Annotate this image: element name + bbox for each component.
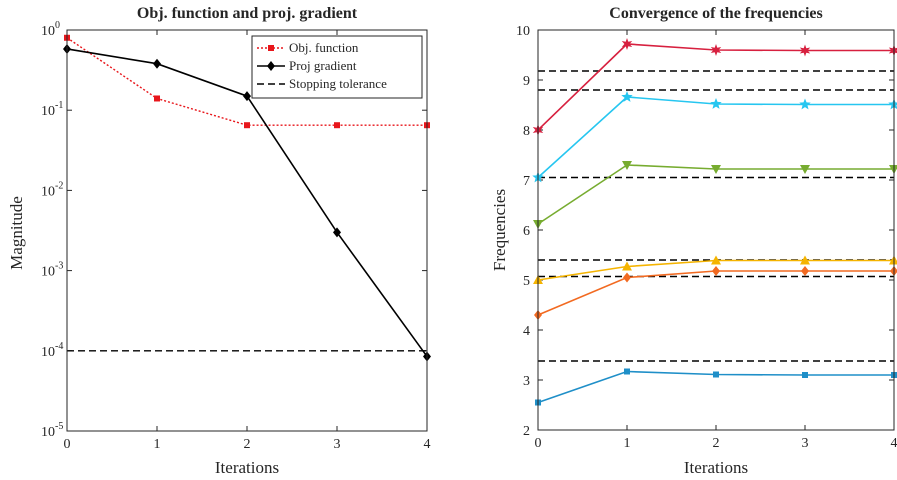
chart-left-plot-area <box>66 29 428 432</box>
data-point <box>622 161 632 170</box>
x-tick-label: 3 <box>802 436 809 451</box>
x-tick-label: 3 <box>334 437 341 452</box>
chart-right-title: Convergence of the frequencies <box>609 5 822 22</box>
data-point <box>244 122 250 129</box>
chart-right-ticks: 0 1 2 3 4 2 3 4 5 6 7 8 9 10 <box>516 24 897 451</box>
legend-box <box>251 35 423 99</box>
chart-right-ylabel: Frequencies <box>490 189 509 271</box>
x-tick-label: 0 <box>64 437 71 452</box>
data-point <box>710 44 722 56</box>
frequency-series-1 <box>532 38 897 136</box>
y-tick-label: 3 <box>523 374 530 389</box>
data-point <box>801 266 809 276</box>
y-tick-label: 10 <box>516 24 530 39</box>
y-tick-label: 10-2 <box>41 180 63 199</box>
y-tick-label: 2 <box>523 424 530 439</box>
data-point <box>243 91 251 102</box>
data-point <box>888 98 897 110</box>
chart-right-xlabel: Iterations <box>684 458 748 477</box>
data-point <box>712 266 720 276</box>
data-point <box>334 122 340 129</box>
data-point <box>800 165 810 174</box>
data-point <box>711 255 721 265</box>
data-point <box>623 272 631 283</box>
data-point <box>799 98 811 110</box>
chart-left: Obj. function and proj. gradient Iterati… <box>7 5 431 477</box>
data-point <box>624 368 630 375</box>
data-point <box>333 227 341 238</box>
data-point <box>889 165 897 174</box>
data-point <box>621 38 633 50</box>
data-point <box>802 372 808 378</box>
frequency-series-3 <box>533 161 897 229</box>
series-line <box>66 37 427 126</box>
frequency-series-5 <box>534 266 897 320</box>
x-tick-label: 4 <box>424 437 431 452</box>
data-point <box>153 58 161 69</box>
y-tick-label: 8 <box>523 124 530 139</box>
chart-left-title: Obj. function and proj. gradient <box>137 5 358 22</box>
data-point <box>154 95 160 102</box>
y-tick-label: 7 <box>523 174 530 189</box>
series-line <box>537 270 894 316</box>
y-tick-label: 6 <box>523 224 530 239</box>
data-point <box>621 91 633 102</box>
y-tick-label: 10-3 <box>41 261 63 280</box>
y-tick-label: 10-4 <box>41 341 63 360</box>
legend-marker <box>267 61 275 71</box>
y-tick-label: 4 <box>523 324 530 339</box>
x-tick-label: 4 <box>891 436 897 451</box>
data-point <box>800 255 810 265</box>
chart-left-xlabel: Iterations <box>215 458 279 477</box>
data-point <box>888 44 897 57</box>
series-line <box>537 43 894 131</box>
chart-right-series <box>532 38 897 406</box>
x-tick-label: 2 <box>713 436 720 451</box>
chart-right-plot-area <box>537 29 895 431</box>
data-point <box>711 165 721 174</box>
legend-entry: Stopping tolerance <box>289 76 387 91</box>
frequency-series-6 <box>535 368 897 406</box>
data-point <box>710 98 722 109</box>
data-point <box>889 255 897 265</box>
y-tick-label: 10-1 <box>41 100 63 119</box>
chart-left-legend: Obj. function Proj gradient Stopping toler… <box>251 35 423 99</box>
chart-right: Convergence of the frequencies Iteration… <box>490 5 897 477</box>
y-tick-label: 9 <box>523 74 530 89</box>
data-point <box>799 44 811 57</box>
data-point <box>622 261 632 271</box>
data-point <box>713 371 719 378</box>
x-tick-label: 1 <box>154 437 161 452</box>
x-tick-label: 2 <box>244 437 251 452</box>
x-tick-label: 1 <box>624 436 631 451</box>
legend-entry: Obj. function <box>289 40 359 55</box>
legend-entry: Proj gradient <box>289 58 357 73</box>
y-tick-label: 10-5 <box>41 421 63 440</box>
y-tick-label: 100 <box>41 20 60 39</box>
chart-left-ylabel: Magnitude <box>7 196 26 270</box>
legend-marker <box>268 45 274 51</box>
x-tick-label: 0 <box>535 436 542 451</box>
y-tick-label: 5 <box>523 274 530 289</box>
